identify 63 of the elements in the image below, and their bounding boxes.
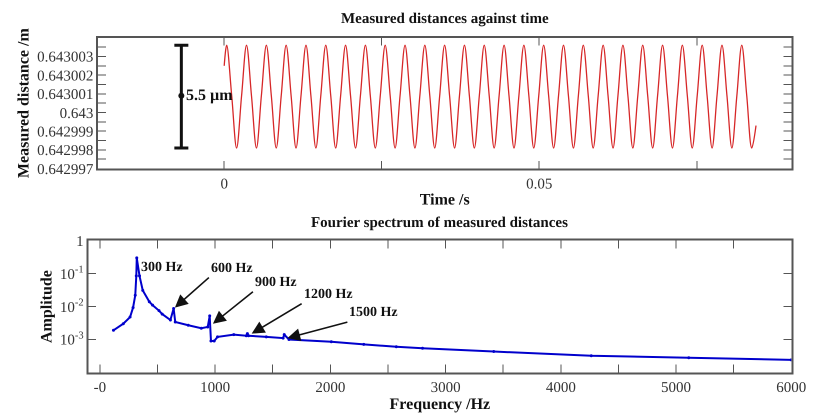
annotation: 1500 Hz bbox=[349, 305, 398, 320]
x-tick-label: 6000 bbox=[776, 380, 806, 396]
point bbox=[134, 294, 137, 297]
x-axis-title: Time /s bbox=[420, 192, 470, 209]
point bbox=[141, 288, 144, 292]
annotation: 300 Hz bbox=[141, 260, 183, 275]
x-tick-label: 1000 bbox=[200, 380, 230, 396]
y-tick-label: 10$^{-2}$ bbox=[60, 297, 84, 316]
point bbox=[151, 304, 154, 307]
point bbox=[172, 307, 176, 310]
x-tick-label: 0 bbox=[220, 176, 228, 192]
point bbox=[208, 314, 212, 318]
annotation: 1200 Hz bbox=[304, 287, 353, 302]
point bbox=[158, 309, 160, 312]
point bbox=[264, 335, 268, 338]
point bbox=[247, 334, 250, 338]
x-tick-label: 5000 bbox=[661, 380, 692, 396]
y-tick-label: 0.643001 bbox=[37, 87, 94, 104]
point bbox=[186, 324, 190, 327]
y-tick-label: 10$^{-1}$ bbox=[60, 264, 84, 283]
point bbox=[282, 336, 285, 340]
point bbox=[160, 312, 164, 316]
x-tick-label: -0 bbox=[94, 380, 106, 396]
point bbox=[216, 335, 220, 338]
y-tick-label: 0.642998 bbox=[37, 143, 94, 160]
point bbox=[174, 320, 177, 324]
point bbox=[492, 350, 496, 354]
point bbox=[132, 306, 135, 310]
point bbox=[232, 333, 236, 336]
chart-title: Measured distances against time bbox=[341, 11, 549, 27]
point bbox=[135, 256, 138, 260]
x-tick-label: 3000 bbox=[430, 380, 461, 396]
x-tick-label: 2000 bbox=[315, 380, 346, 396]
x-tick-label: 4000 bbox=[546, 380, 576, 396]
point bbox=[394, 345, 398, 348]
point bbox=[590, 354, 593, 358]
y-axis-title: Measured distance /m bbox=[16, 28, 33, 178]
line-series bbox=[112, 256, 792, 362]
y-tick-label: 0.642997 bbox=[37, 162, 94, 178]
annotation: 600 Hz bbox=[211, 261, 253, 276]
point bbox=[128, 316, 132, 319]
x-axis-title: Frequency /Hz bbox=[390, 396, 490, 414]
point bbox=[330, 340, 333, 344]
point bbox=[134, 274, 138, 278]
x-tick-label: 0.05 bbox=[526, 176, 552, 192]
point bbox=[168, 318, 172, 322]
point bbox=[122, 322, 125, 326]
y-tick-label: 0.642999 bbox=[37, 124, 94, 140]
y-tick-label: 10$^{-3}$ bbox=[60, 330, 84, 349]
annotation: 900 Hz bbox=[255, 275, 297, 290]
y-tick-label: 1 bbox=[76, 234, 84, 250]
point bbox=[687, 356, 690, 360]
y-axis-title: Amplitude bbox=[38, 270, 56, 343]
point bbox=[421, 346, 424, 350]
point bbox=[112, 328, 115, 332]
y-tick-label: 0.643002 bbox=[37, 68, 94, 84]
point bbox=[362, 342, 366, 346]
y-tick-label: 0.643003 bbox=[37, 50, 94, 66]
point bbox=[148, 300, 151, 304]
point bbox=[200, 326, 203, 330]
point bbox=[206, 325, 210, 328]
y-tick-label: 0.643 bbox=[60, 106, 94, 122]
chart-title: Fourier spectrum of measured distances bbox=[311, 215, 568, 231]
